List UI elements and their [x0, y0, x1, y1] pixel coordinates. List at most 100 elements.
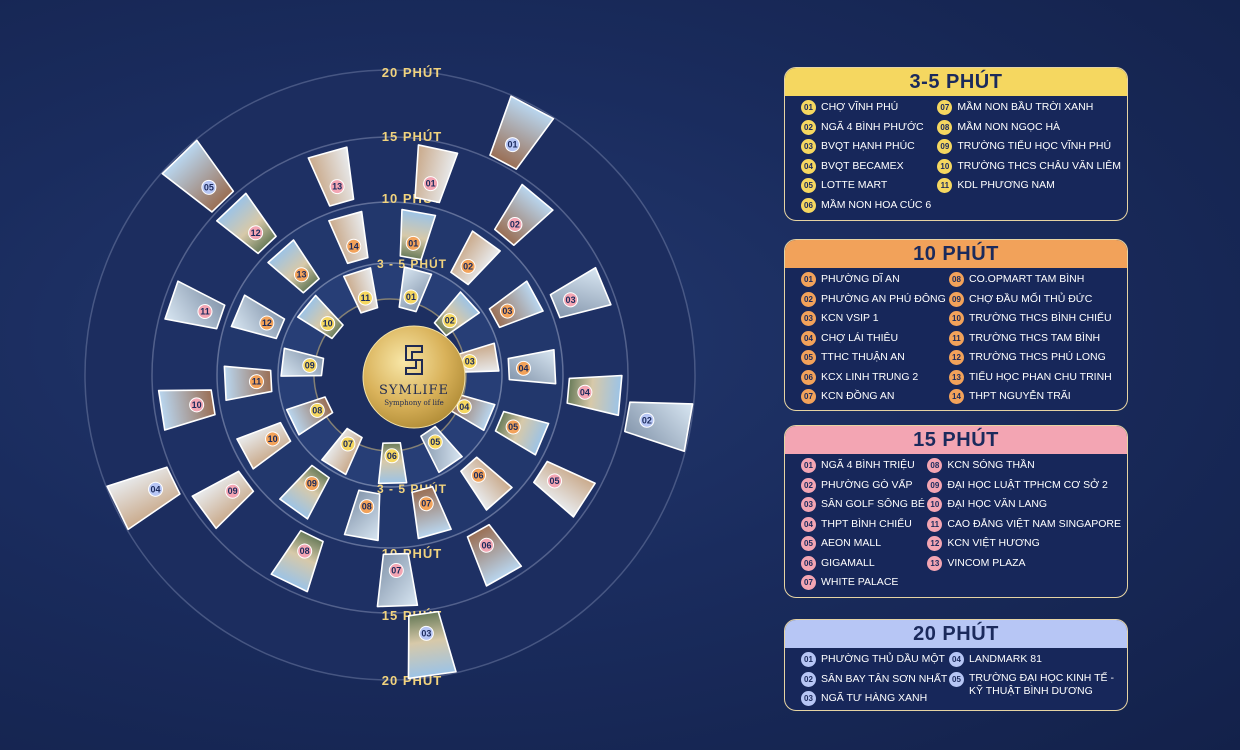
- legend-number-badge: 06: [801, 555, 816, 571]
- legend-item: 06 KCX LINH TRUNG 2: [801, 369, 949, 390]
- legend-item-label: CHỢ ĐẦU MỐI THỦ ĐỨC: [969, 292, 1093, 305]
- location-tile-ring15: 09: [191, 470, 255, 530]
- tile-number-badge: [471, 467, 487, 483]
- location-tile-ring10: 01: [399, 208, 437, 261]
- legend-number-badge: 09: [937, 139, 953, 154]
- tile-number: 11: [252, 377, 262, 387]
- location-tile-ring35: 02: [433, 291, 481, 337]
- tile-number: 04: [519, 363, 529, 373]
- legend-number-badge: 12: [949, 350, 964, 365]
- legend-number-badge: 05: [801, 536, 816, 551]
- legend-item-label: MẦM NON NGỌC HÀ: [957, 120, 1061, 133]
- legend-number-badge: 13: [949, 369, 964, 385]
- legend-item-label: PHƯỜNG THỦ DẦU MỘT: [821, 653, 945, 665]
- location-photo: [493, 183, 554, 247]
- tile-number-badge: [320, 316, 336, 332]
- legend-item-label: KDL PHƯƠNG NAM: [957, 179, 1055, 191]
- location-photo: [566, 374, 623, 417]
- tile-number: 05: [550, 476, 560, 486]
- tile-number: 03: [566, 295, 576, 305]
- tile-number-badge: [405, 235, 421, 251]
- ring-label-3-5-top: 3 - 5 PHÚT: [377, 256, 447, 271]
- legend-item-label: PHƯỜNG GÒ VẤP: [821, 478, 913, 491]
- location-tile-ring10: 08: [343, 489, 381, 542]
- legend-item: 01 PHƯỜNG DĨ AN: [801, 272, 949, 292]
- legend-item-label: CAO ĐẲNG VIỆT NAM SINGAPORE: [947, 517, 1121, 530]
- legend-item-label: SÂN BAY TÂN SƠN NHẤT: [821, 672, 948, 685]
- tile-number-badge: [478, 537, 494, 553]
- symlife-logo: SYMLIFE Symphony of life: [362, 325, 466, 429]
- tile-number: 03: [502, 306, 512, 316]
- tile-number-badge: [248, 374, 264, 390]
- tile-number-badge: [563, 292, 579, 308]
- location-photo: [623, 401, 694, 453]
- location-photo: [161, 139, 235, 213]
- legend-column-right: 08 CO.OPMART TAM BÌNH 09 CHỢ ĐẦU MỐI THỦ ĐỨ…: [949, 272, 1121, 409]
- legend-number-badge: 04: [949, 652, 964, 667]
- legend-item: 03 BVQT HẠNH PHÚC: [801, 139, 937, 159]
- location-photo: [191, 470, 255, 530]
- location-tile-ring10: 06: [460, 456, 513, 511]
- tile-number-badge: [403, 289, 419, 305]
- tile-number: 03: [421, 628, 431, 638]
- tile-number-badge: [460, 258, 476, 274]
- tile-number: 02: [463, 261, 473, 271]
- legend-item: 01 CHỢ VĨNH PHÚ: [801, 100, 937, 120]
- legend-number-badge: 07: [801, 389, 816, 404]
- location-tile-ring10: 05: [494, 410, 550, 456]
- legend-number-badge: 10: [937, 158, 953, 174]
- location-tile-ring10: 04: [507, 348, 557, 385]
- tile-number: 01: [408, 238, 418, 248]
- legend-number-badge: 01: [801, 272, 816, 287]
- tile-number-badge: [201, 179, 217, 195]
- tile-number-badge: [148, 481, 164, 497]
- tile-number-badge: [423, 176, 439, 192]
- location-tile-ring10: 02: [450, 230, 501, 286]
- location-tile-ring35: 11: [342, 267, 379, 314]
- panel-list: 01 PHƯỜNG DĨ AN 02 PHƯỜNG AN PHÚ ĐÔNG 03 KCN …: [785, 268, 1127, 409]
- tile-number: 11: [200, 307, 210, 317]
- tile-number: 06: [481, 540, 491, 550]
- tile-number: 02: [642, 415, 652, 425]
- legend-item: 03 NGÃ TƯ HÀNG XANH: [801, 691, 949, 710]
- location-tile-ring20: 04: [106, 466, 181, 531]
- tile-number-badge: [639, 412, 655, 428]
- location-tile-ring35: 08: [285, 396, 334, 436]
- legend-item: 02 SÂN BAY TÂN SƠN NHẤT: [801, 671, 949, 692]
- location-photo: [223, 365, 273, 402]
- ring-label-15-top: 15 PHÚT: [382, 129, 442, 144]
- panel-list: 01 CHỢ VĨNH PHÚ 02 NGÃ 4 BÌNH PHƯỚC 03 BVQT H…: [785, 96, 1127, 217]
- location-tile-ring15: 07: [376, 552, 419, 608]
- legend-item-label: LANDMARK 81: [969, 653, 1042, 665]
- legend-column-right: 08 KCN SÓNG THẦN 09 ĐẠI HỌC LUẬT TPHCM CƠ S…: [927, 458, 1121, 595]
- tile-number-badge: [505, 419, 521, 435]
- legend-item-label: GIGAMALL: [821, 556, 875, 569]
- legend-item: 04 BVQT BECAMEX: [801, 158, 937, 179]
- panel-10-minutes: 10 PHÚT 01 PHƯỜNG DĨ AN 02 PHƯỜNG AN PHÚ ĐÔ…: [784, 239, 1128, 411]
- location-tile-ring15: 06: [466, 523, 523, 587]
- location-tile-ring10: 03: [488, 280, 544, 329]
- location-tile-ring15: 13: [307, 146, 355, 207]
- legend-item-label: TRƯỜNG THCS CHÂU VĂN LIÊM: [957, 159, 1121, 172]
- tile-number-badge: [418, 625, 434, 641]
- legend-item: 11 CAO ĐẲNG VIỆT NAM SINGAPORE: [927, 516, 1121, 537]
- legend-number-badge: 03: [801, 691, 816, 706]
- tile-number: 09: [228, 486, 238, 496]
- legend-number-badge: 07: [801, 575, 816, 590]
- ring-label-20-top: 20 PHÚT: [382, 65, 442, 80]
- legend-item: 04 THPT BÌNH CHIỂU: [801, 516, 927, 537]
- tile-number: 05: [508, 422, 518, 432]
- legend-number-badge: 01: [801, 100, 816, 115]
- tile-number: 02: [510, 220, 520, 230]
- location-photo: [106, 466, 181, 531]
- tile-number-badge: [304, 476, 320, 492]
- tile-number: 10: [192, 400, 202, 410]
- tile-number-badge: [302, 357, 318, 373]
- legend-column-right: 04 LANDMARK 81 05 TRƯỜNG ĐẠI HỌC KINH TẾ - …: [949, 652, 1121, 710]
- location-tile-ring15: 01: [414, 144, 459, 204]
- legend-number-badge: 08: [937, 119, 953, 135]
- location-photo: [376, 552, 419, 608]
- legend-item: 01 NGÃ 4 BÌNH TRIỆU: [801, 458, 927, 478]
- legend-number-badge: 02: [801, 119, 816, 135]
- panel-list: 01 PHƯỜNG THỦ DẦU MỘT 02 SÂN BAY TÂN SƠN NH…: [785, 648, 1127, 710]
